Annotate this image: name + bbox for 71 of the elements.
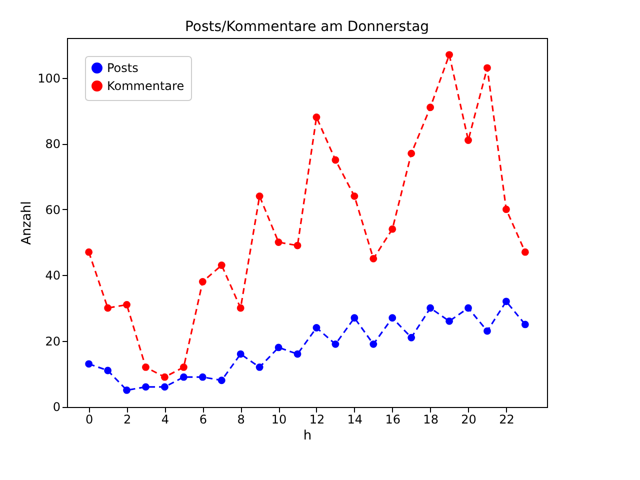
point	[198, 278, 206, 286]
point	[464, 136, 472, 144]
legend-label: Posts	[107, 61, 138, 75]
point	[388, 225, 396, 233]
x-tick-label: 18	[423, 412, 438, 426]
point	[161, 383, 168, 391]
point	[312, 114, 320, 121]
point	[426, 304, 434, 312]
point	[104, 304, 112, 312]
point	[370, 254, 378, 262]
point	[218, 262, 226, 269]
point	[123, 301, 130, 308]
point	[180, 364, 188, 371]
y-axis-title: Anzahl	[20, 201, 35, 245]
y-tick-label: 0	[52, 400, 60, 414]
x-tick-label: 20	[461, 412, 476, 426]
x-tick-label: 22	[499, 412, 514, 426]
point	[294, 242, 302, 250]
point	[312, 324, 320, 332]
point	[161, 373, 168, 381]
legend-label: Kommentare	[107, 79, 184, 93]
point	[274, 238, 282, 246]
point	[388, 314, 396, 322]
point	[350, 192, 358, 200]
point	[236, 350, 244, 358]
point	[521, 320, 529, 328]
y-tick-label: 20	[45, 334, 60, 348]
chart-title: Posts/Kommentare am Donnerstag	[184, 19, 430, 35]
point	[426, 104, 434, 112]
y-tick-label: 40	[45, 268, 60, 283]
point	[294, 350, 302, 358]
point	[464, 304, 472, 312]
point	[332, 156, 340, 164]
x-axis-title: h	[303, 428, 312, 444]
x-tick-label: 0	[86, 412, 94, 426]
x-tick-label: 14	[347, 412, 363, 426]
y-tick-label: 60	[45, 202, 60, 217]
point	[85, 248, 93, 256]
point	[180, 373, 188, 381]
point	[123, 386, 130, 394]
point	[142, 383, 150, 391]
point	[332, 340, 340, 348]
point	[502, 206, 510, 214]
x-tick-label: 2	[123, 412, 132, 426]
x-tick-label: 4	[161, 412, 170, 426]
x-tick-label: 12	[309, 412, 325, 426]
point	[350, 314, 358, 322]
point	[104, 366, 112, 374]
point	[256, 364, 264, 371]
point	[484, 64, 491, 72]
point	[142, 364, 150, 371]
point	[484, 327, 491, 335]
point	[256, 192, 264, 200]
point	[198, 373, 206, 381]
point	[218, 376, 226, 384]
y-tick-label: 100	[38, 71, 60, 86]
point	[446, 51, 453, 58]
y-tick-label: 80	[45, 137, 60, 152]
point	[236, 304, 244, 312]
point	[502, 298, 510, 306]
x-tick-label: 16	[385, 412, 401, 426]
x-tick-label: 8	[237, 412, 245, 426]
point	[408, 334, 416, 342]
point	[274, 344, 282, 352]
x-tick-label: 6	[199, 412, 207, 426]
point	[408, 150, 416, 158]
point	[446, 317, 453, 325]
x-tick-label: 10	[271, 412, 287, 426]
point	[370, 340, 378, 348]
point	[521, 248, 529, 256]
point	[85, 360, 93, 368]
